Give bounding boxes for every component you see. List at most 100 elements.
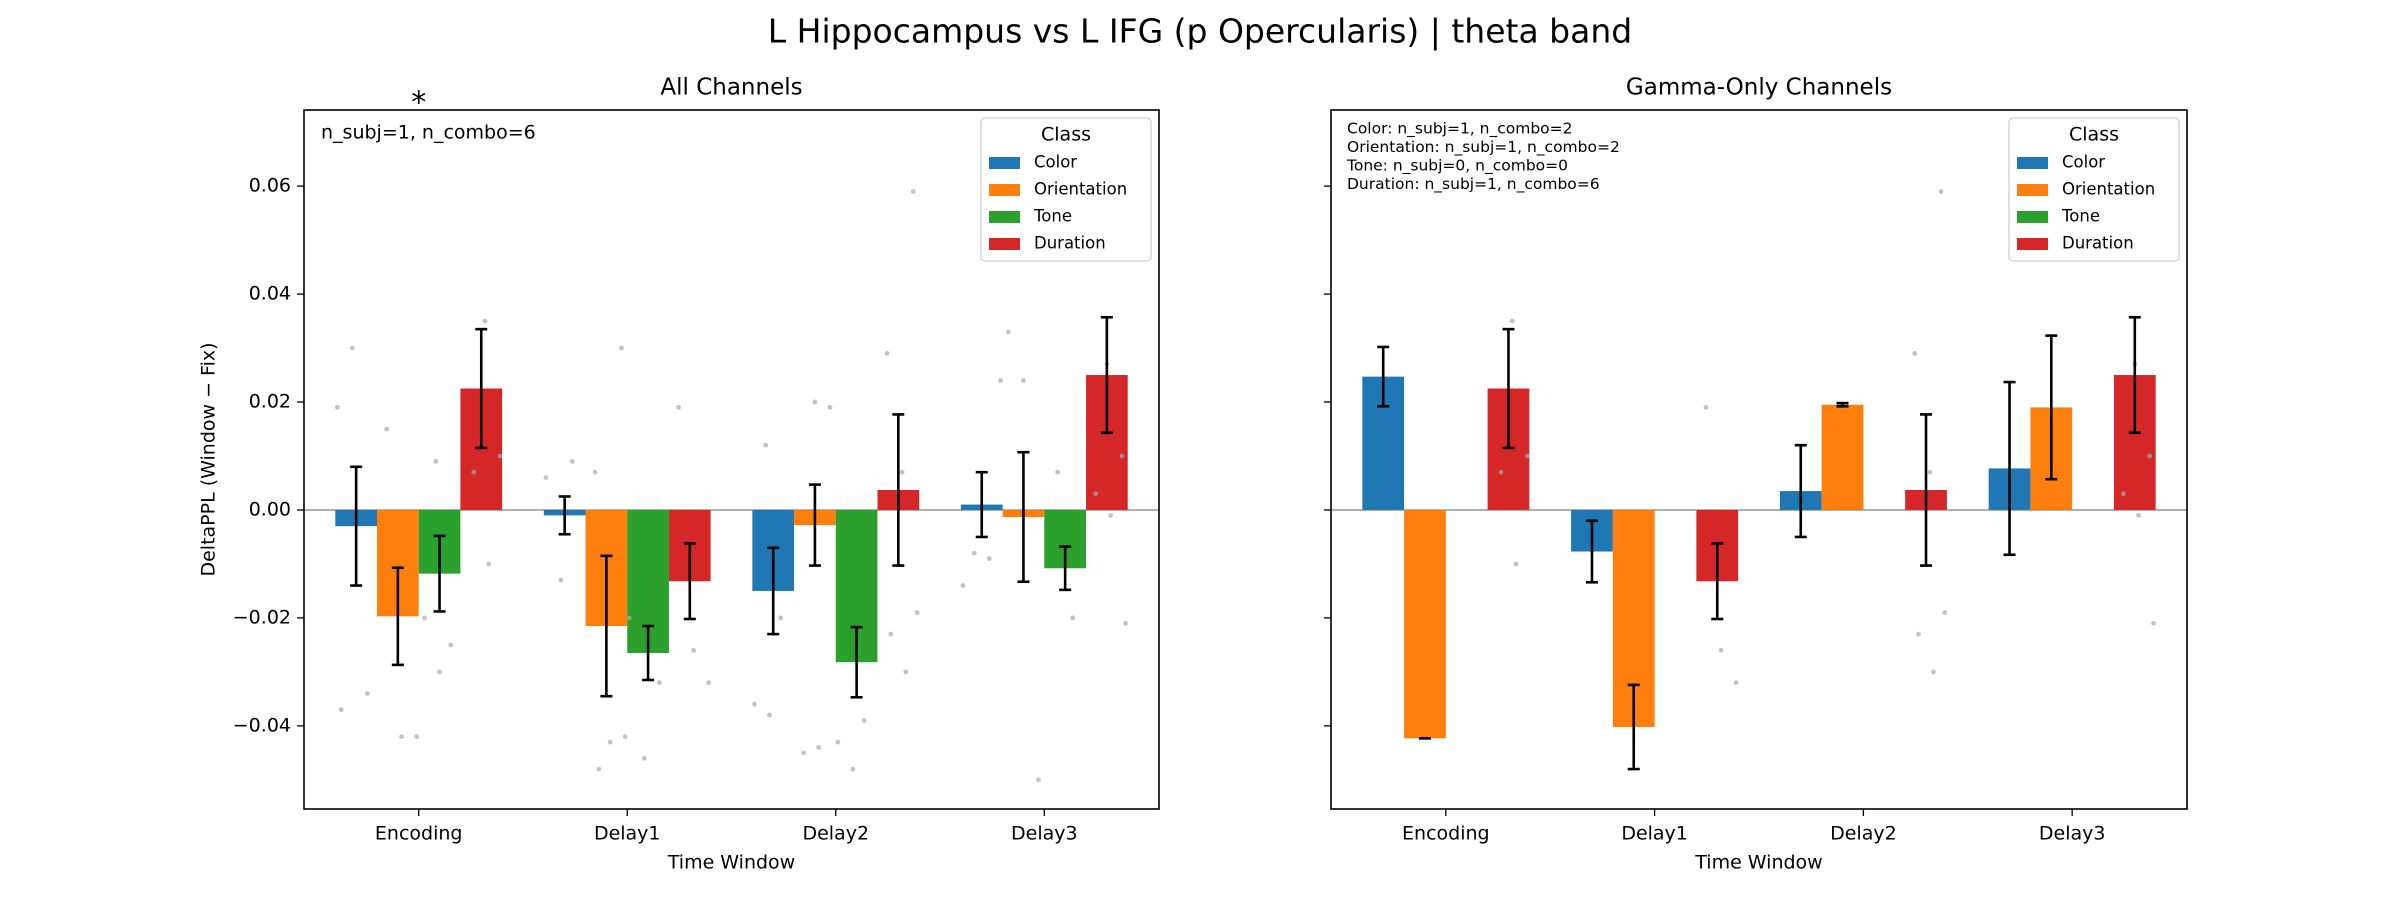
error-bar [391, 566, 404, 667]
data-point [1070, 615, 1076, 621]
data-point [1513, 561, 1519, 567]
error-bar [1059, 545, 1072, 592]
bar [1821, 404, 1864, 510]
data-point [767, 712, 772, 718]
significance-marker: * [411, 86, 426, 121]
error-bar [2128, 315, 2141, 435]
data-point [903, 669, 909, 675]
data-point [349, 345, 355, 351]
data-point [850, 766, 856, 772]
error-bar [892, 413, 905, 567]
data-point [607, 739, 613, 745]
legend-swatch [989, 157, 1020, 169]
error-bar [1711, 542, 1724, 621]
x-tick-label: Delay3 [2039, 823, 2106, 845]
error-bar [350, 465, 363, 587]
data-point [2151, 620, 2156, 626]
y-tick-label: 0.04 [249, 283, 291, 305]
data-point [656, 680, 662, 686]
data-point [706, 680, 711, 686]
legend-label: Duration [2062, 234, 2134, 253]
data-point [1942, 610, 1948, 615]
error-bar [433, 534, 446, 613]
data-point [1108, 512, 1114, 518]
data-point [801, 750, 807, 756]
data-point [2121, 491, 2126, 497]
y-tick-label: 0.06 [249, 175, 291, 197]
data-point [884, 351, 890, 356]
data-point [1733, 680, 1739, 686]
data-point [1703, 405, 1709, 410]
data-point [618, 345, 624, 351]
error-bar [808, 483, 821, 567]
data-point [827, 405, 833, 410]
annotation: Color: n_subj=1, n_combo=2 [1347, 120, 1573, 139]
data-point [971, 550, 977, 556]
data-point [888, 631, 894, 637]
data-point [812, 399, 818, 405]
x-axis-label: Time Window [667, 852, 795, 874]
legend-label: Tone [2061, 207, 2100, 226]
error-bar [1017, 450, 1030, 584]
legend-label: Tone [1033, 207, 1072, 226]
data-point [1916, 631, 1921, 637]
data-point [676, 405, 681, 410]
error-bar [767, 546, 780, 636]
y-tick-label: −0.04 [233, 714, 291, 736]
data-point [334, 405, 340, 410]
legend-label: Orientation [2062, 180, 2155, 199]
axes-frame [1330, 109, 2188, 810]
data-point [1006, 329, 1011, 335]
data-point [2147, 453, 2153, 459]
error-bar [1585, 519, 1598, 584]
legend-title: Class [2069, 124, 2119, 146]
error-bar [642, 624, 655, 682]
x-tick-label: Delay2 [1830, 823, 1897, 845]
data-point [384, 426, 389, 432]
data-point [1938, 189, 1944, 194]
subplot-title: Gamma-Only Channels [1626, 75, 1892, 101]
data-point [338, 707, 344, 713]
data-point [1718, 647, 1724, 653]
data-point [835, 739, 841, 745]
data-point [763, 442, 769, 448]
legend-box [980, 117, 1152, 262]
error-bar [850, 625, 863, 699]
error-bar [1627, 683, 1640, 771]
error-bar [683, 542, 696, 621]
x-tick-label: Encoding [1402, 823, 1490, 845]
data-point [641, 755, 647, 761]
y-tick-label: −0.02 [233, 606, 291, 628]
data-point [558, 577, 564, 583]
x-axis-label: Time Window [1694, 852, 1822, 874]
x-tick-label: Encoding [375, 823, 463, 845]
data-point [1509, 318, 1515, 324]
axes-frame [303, 109, 1160, 810]
data-point [1498, 469, 1504, 475]
data-point [1036, 777, 1041, 783]
data-point [437, 669, 442, 675]
error-bar [975, 470, 988, 539]
error-bar [1836, 401, 1849, 408]
legend-swatch [2017, 184, 2048, 196]
data-point [486, 561, 492, 567]
data-point [1021, 378, 1026, 383]
data-point [364, 691, 370, 696]
subplot-title: All Channels [660, 75, 802, 101]
error-bar [600, 554, 613, 698]
data-point [1931, 669, 1936, 675]
data-point [2136, 512, 2141, 518]
x-tick-label: Delay1 [594, 823, 661, 845]
error-bar [1100, 315, 1113, 435]
legend-title: Class [1041, 124, 1091, 146]
data-point [626, 615, 632, 621]
data-point [543, 475, 549, 480]
error-bar [558, 495, 571, 536]
data-point [1524, 453, 1530, 459]
data-point [1123, 620, 1129, 626]
data-point [914, 610, 920, 615]
data-point [816, 745, 822, 750]
x-tick-label: Delay3 [1011, 823, 1078, 845]
